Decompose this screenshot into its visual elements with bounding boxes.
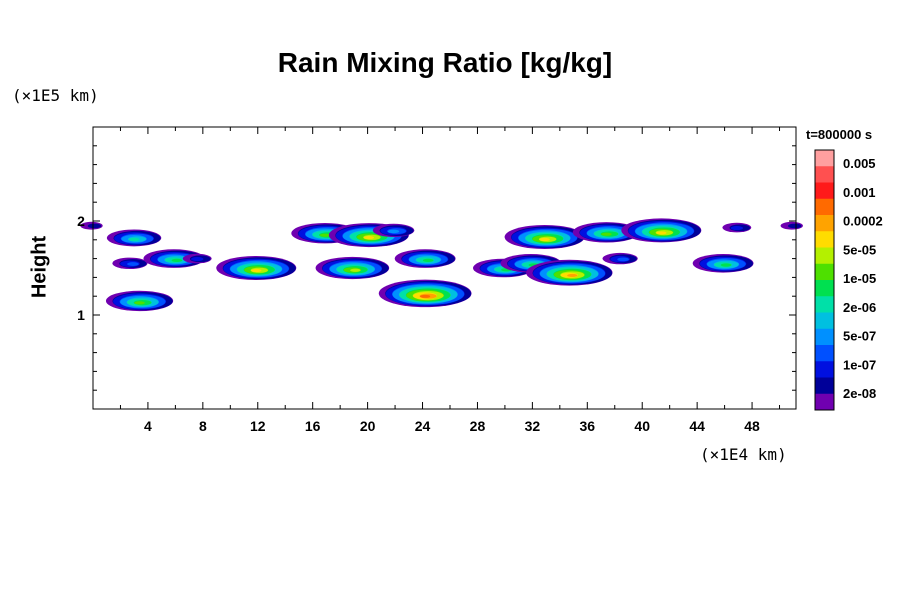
rain-region: [602, 252, 638, 265]
rain-region: [80, 221, 103, 230]
rain-region: [106, 229, 162, 247]
y-tick-label: 1: [77, 307, 85, 323]
contour-band: [720, 263, 732, 267]
x-tick-label: 12: [250, 418, 266, 434]
rain-region: [216, 256, 297, 280]
contour-band: [656, 231, 667, 235]
rain-region: [182, 253, 212, 264]
rain-region: [372, 223, 415, 237]
rain-region: [500, 253, 562, 273]
rain-region: [378, 279, 472, 308]
colorbar-swatch: [815, 296, 834, 313]
x-tick-label: 16: [305, 418, 321, 434]
x-tick-label: 36: [580, 418, 596, 434]
contour-band: [387, 229, 400, 234]
x-tick-label: 4: [144, 418, 152, 434]
contour-band: [788, 223, 802, 229]
contour-band: [363, 236, 375, 240]
colorbar: 0.005 0.001 0.0002 5e-05 1e-05 2e-06 5e-07 1e-0…: [814, 149, 883, 411]
x-tick-label: 28: [470, 418, 486, 434]
contour-band: [730, 226, 744, 231]
contour-band: [422, 258, 434, 262]
rain-region: [394, 249, 456, 268]
x-tick-label: 32: [525, 418, 541, 434]
colorbar-label: 5e-05: [843, 242, 876, 257]
y-tick-label: 2: [77, 213, 85, 229]
plot-frame: [92, 126, 797, 410]
colorbar-frame: [814, 149, 835, 411]
time-label: t=800000 s: [806, 127, 873, 142]
contour-band: [539, 237, 550, 242]
colorbar-label: 0.0002: [843, 214, 883, 229]
colorbar-label: 1e-07: [843, 357, 876, 372]
x-axis-unit: (×1E4 km): [700, 445, 787, 464]
rain-region: [105, 290, 174, 312]
contour-band: [87, 223, 102, 229]
rain-region: [526, 259, 613, 286]
rain-region: [315, 256, 390, 280]
colorbar-swatch: [815, 150, 834, 167]
colorbar-swatch: [815, 377, 834, 395]
colorbar-swatch: [815, 198, 834, 216]
contour-band: [251, 268, 262, 273]
colorbar-label: 0.001: [843, 185, 876, 200]
colorbar-swatch: [815, 361, 834, 378]
x-tick-label: 40: [634, 418, 650, 434]
colorbar-label: 5e-07: [843, 329, 876, 344]
colorbar-swatch: [815, 393, 834, 411]
contour-band: [128, 237, 140, 242]
contour-band: [350, 268, 361, 272]
contour-band: [134, 301, 145, 305]
y-axis-unit: (×1E5 km): [12, 86, 99, 105]
rain-region: [112, 257, 148, 269]
colorbar-label: 0.005: [843, 156, 876, 171]
contour-band: [171, 258, 183, 262]
colorbar-swatch: [815, 345, 834, 362]
colorbar-label: 1e-05: [843, 271, 876, 286]
contour-band: [127, 262, 139, 266]
contour-band: [617, 257, 629, 262]
colorbar-swatch: [815, 231, 834, 248]
x-tick-label: 8: [199, 418, 207, 434]
rain-region: [722, 222, 752, 233]
contour-band: [601, 232, 612, 236]
colorbar-label: 2e-08: [843, 386, 876, 401]
colorbar-swatch: [815, 312, 834, 330]
contour-band: [191, 257, 204, 262]
rain-region: [621, 218, 702, 243]
x-tick-label: 24: [415, 418, 431, 434]
colorbar-swatch: [815, 328, 834, 346]
x-tick-label: 48: [744, 418, 760, 434]
colorbar-swatch: [815, 280, 834, 297]
rain-region: [692, 253, 754, 273]
colorbar-swatch: [815, 166, 834, 183]
rain-region: [143, 249, 205, 268]
colorbar-label: 2e-06: [843, 300, 876, 315]
rain-region: [780, 221, 803, 230]
rain-region: [504, 224, 585, 249]
colorbar-swatch: [815, 263, 834, 281]
colorbar-swatch: [815, 215, 834, 232]
colorbar-swatch: [815, 247, 834, 265]
colorbar-swatch: [815, 182, 834, 200]
rain-regions: [80, 218, 803, 312]
x-tick-label: 20: [360, 418, 376, 434]
contour-band: [319, 233, 331, 237]
contour-band: [419, 294, 431, 298]
contour-band: [567, 273, 578, 277]
chart-title: Rain Mixing Ratio [kg/kg]: [277, 47, 613, 78]
x-tick-label: 44: [689, 418, 705, 434]
